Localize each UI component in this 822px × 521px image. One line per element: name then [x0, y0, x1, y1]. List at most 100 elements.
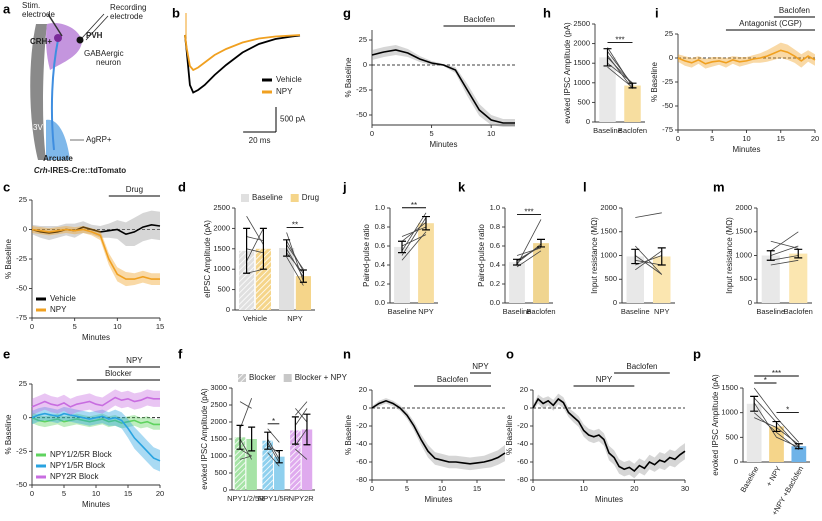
error-bar [248, 426, 256, 452]
y-tick-label: 2000 [573, 39, 590, 48]
y-axis-label: eIPSC Amplitude (pA) [203, 220, 212, 298]
y-tick-label: 0.0 [490, 298, 500, 307]
x-tick-label: 10 [579, 484, 587, 493]
x-tick-label: 15 [473, 484, 481, 493]
bar [599, 57, 616, 122]
bar [789, 253, 808, 303]
legend-label: NPY [276, 87, 293, 96]
y-tick-label: 0.4 [375, 260, 385, 269]
subject-line [246, 248, 264, 254]
annotation-label: Blocker [105, 369, 132, 378]
subject-line [286, 240, 304, 272]
label: CRH+ [30, 37, 52, 46]
subject-line [401, 217, 427, 256]
subject-line [239, 401, 252, 409]
subject-line [295, 448, 308, 460]
y-tick-label: -80 [356, 475, 367, 484]
subject-line [239, 455, 252, 460]
x-tick-label: NPY1/2/5R [227, 494, 265, 503]
subject-line [635, 255, 663, 275]
subject-line [607, 47, 633, 87]
axon [50, 39, 59, 151]
y-tick-label: -60 [356, 457, 367, 466]
y-tick-label: 0.8 [490, 222, 500, 231]
y-tick-label: -80 [517, 475, 528, 484]
x-tick-label: Baclofen [526, 307, 555, 316]
annotation-label: NPY [126, 356, 143, 365]
error-bar [772, 420, 781, 433]
x-tick-label: + NPY [764, 464, 783, 487]
y-tick-label: 1500 [573, 58, 590, 67]
recording-electrode [81, 13, 109, 41]
error-band [32, 210, 160, 246]
x-tick-label: 5 [429, 129, 433, 138]
annotation-label: NPY [596, 375, 613, 384]
y-axis-label: Input resistance (MΩ) [590, 217, 599, 294]
bar [246, 439, 257, 490]
panel-letter: a [3, 1, 11, 16]
label: Recording [110, 3, 146, 12]
subject-line [607, 66, 633, 88]
y-tick-label: 2000 [210, 417, 227, 426]
caption: Crh-IRES-Cre::tdTomato [34, 166, 126, 175]
annotation-label: Baclofen [464, 15, 495, 24]
panel-letter: i [655, 5, 659, 20]
y-tick-label: 1000 [210, 451, 227, 460]
x-tick-label: NPY1/5R [258, 494, 290, 503]
panel-letter: p [693, 346, 701, 361]
y-tick-label: 1000 [721, 408, 738, 417]
y-tick-label: 0 [23, 413, 27, 422]
subject-line [770, 259, 799, 266]
y-axis-label: evoked IPSC Amplitude (pA) [711, 374, 720, 476]
x-tick-label: Baseline [756, 307, 785, 316]
x-tick-label: 0 [676, 134, 680, 143]
y-tick-label: 0 [363, 403, 367, 412]
panel-letter: f [178, 346, 183, 361]
label: Arcuate [43, 154, 73, 163]
bar [653, 256, 671, 303]
significance-label: ** [292, 221, 298, 230]
schematic: a Stim. electrode Recording electrode CR… [3, 1, 146, 175]
series-line [31, 223, 161, 236]
error-bar [291, 416, 299, 445]
y-tick-label: 2500 [573, 19, 590, 28]
legend-label: NPY [50, 305, 67, 314]
error-bar [243, 227, 251, 274]
y-axis-label: % Baseline [344, 57, 353, 98]
y-axis-label: % Baseline [344, 414, 353, 455]
x-tick-label: 10 [92, 489, 100, 498]
subject-line [295, 408, 308, 426]
subject-line [635, 212, 662, 218]
error-bar [513, 258, 521, 266]
y-tick-label: 2000 [735, 203, 752, 212]
subject-line [401, 234, 427, 247]
y-tick-label: -50 [662, 101, 673, 110]
x-tick-label: 10 [113, 322, 121, 331]
panel-letter: d [178, 179, 186, 194]
scalebar-y-label: 500 pA [280, 115, 306, 124]
panel-letter: l [583, 179, 587, 194]
y-axis-label: % Baseline [4, 238, 13, 279]
subject-line [267, 428, 280, 443]
crh-neuron [54, 34, 62, 42]
y-tick-label: -50 [356, 110, 367, 119]
gaba-neuron [76, 36, 84, 44]
error-bar [275, 449, 283, 464]
x-tick-label: Baseline [738, 464, 760, 493]
bar [761, 255, 780, 303]
bar-hatch [255, 248, 271, 310]
y-tick-label: 0 [748, 298, 752, 307]
annotation-label: Baclofen [779, 6, 810, 15]
y-axis-label: Paired-pulse ratio [362, 224, 371, 287]
y-tick-label: 0 [669, 53, 673, 62]
y-tick-label: 0.2 [490, 279, 500, 288]
subject-line [770, 255, 799, 261]
y-tick-label: 25 [19, 379, 27, 388]
panel-letter: e [3, 346, 10, 361]
y-tick-label: 1500 [210, 434, 227, 443]
error-bar [264, 431, 272, 450]
series-line [31, 396, 160, 408]
y-tick-label: 0 [734, 457, 738, 466]
y-tick-label: 500 [604, 274, 617, 283]
subject-line [286, 244, 304, 270]
